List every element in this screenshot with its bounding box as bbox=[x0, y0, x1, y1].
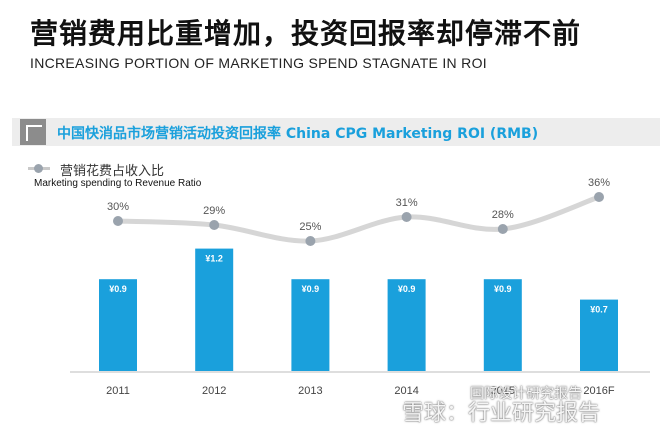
chart-title: 中国快消品市场营销活动投资回报率 China CPG Marketing ROI… bbox=[57, 126, 539, 142]
x-tick-label: 2014 bbox=[394, 385, 418, 397]
ratio-point-2012 bbox=[209, 220, 220, 230]
watermark-line2: 雪球：行业研究报告 bbox=[402, 401, 601, 426]
ratio-value-label: 28% bbox=[492, 209, 514, 221]
ratio-value-label: 30% bbox=[107, 201, 129, 213]
bar-value-label: ¥0.9 bbox=[109, 284, 127, 294]
bar-2012 bbox=[195, 248, 234, 371]
ratio-point-2015 bbox=[497, 224, 508, 234]
ratio-line bbox=[115, 194, 602, 244]
ratio-point-2013 bbox=[305, 236, 316, 246]
x-tick-label: 2013 bbox=[298, 385, 322, 397]
ratio-point-2016F bbox=[594, 192, 604, 202]
ratio-value-label: 25% bbox=[299, 221, 321, 233]
ratio-value-label: 29% bbox=[203, 205, 225, 217]
bar-value-label: ¥0.9 bbox=[494, 284, 512, 294]
bar-2011 bbox=[99, 279, 137, 371]
watermark-line1: 国际设计研究报告 bbox=[470, 386, 582, 402]
x-tick-label: 2015 bbox=[491, 385, 515, 397]
bar-2016F bbox=[580, 299, 618, 371]
page-subtitle-en: INCREASING PORTION OF MARKETING SPEND ST… bbox=[30, 55, 487, 71]
ratio-value-label: 31% bbox=[396, 197, 418, 209]
bar-value-label: ¥1.2 bbox=[205, 254, 223, 264]
page-title: 营销费用比重增加，投资回报率却停滞不前 bbox=[30, 17, 582, 50]
x-tick-label: 2012 bbox=[202, 385, 226, 397]
legend-marker-icon bbox=[34, 164, 43, 173]
bar-2014 bbox=[387, 279, 426, 371]
x-tick-label: 2016F bbox=[583, 385, 614, 397]
bar-2013 bbox=[291, 279, 330, 371]
bar-value-label: ¥0.9 bbox=[302, 284, 320, 294]
ratio-point-2011 bbox=[113, 216, 123, 226]
bar-value-label: ¥0.9 bbox=[398, 284, 416, 294]
ratio-value-label: 36% bbox=[588, 177, 610, 189]
legend-label-en: Marketing spending to Revenue Ratio bbox=[34, 178, 202, 189]
legend-label-cn: 营销花费占收入比 bbox=[60, 164, 165, 179]
chart-bullet-icon bbox=[20, 119, 46, 145]
ratio-point-2014 bbox=[401, 212, 412, 222]
bar-value-label: ¥0.7 bbox=[590, 305, 608, 315]
bar-2015 bbox=[483, 279, 522, 371]
x-tick-label: 2011 bbox=[106, 385, 130, 397]
chart-title-band bbox=[12, 118, 660, 146]
